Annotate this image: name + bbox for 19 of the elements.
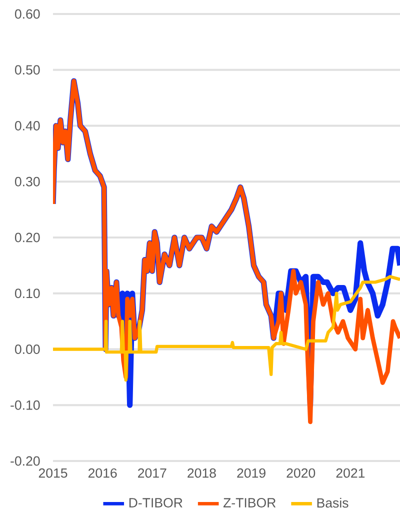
x-tick-label: 2017 bbox=[138, 468, 166, 478]
y-tick-label: 0.60 bbox=[14, 9, 40, 19]
legend-label: Z-TIBOR bbox=[223, 498, 276, 508]
y-tick-label: -0.20 bbox=[10, 456, 40, 466]
y-tick-label: 0.50 bbox=[14, 65, 40, 75]
y-tick-label: 0.40 bbox=[14, 121, 40, 130]
x-tick-label: 2019 bbox=[237, 468, 266, 478]
x-tick-label: 2016 bbox=[88, 468, 117, 478]
y-tick-label: 0.20 bbox=[14, 232, 40, 242]
y-tick-label: 0.30 bbox=[14, 176, 40, 186]
x-tick-label: 2015 bbox=[38, 468, 68, 478]
y-tick-label: 0.00 bbox=[14, 344, 40, 354]
y-tick-label: -0.10 bbox=[10, 400, 40, 410]
x-tick-label: 2020 bbox=[286, 468, 316, 478]
legend-label: Basis bbox=[317, 498, 348, 508]
x-tick-label: 2021 bbox=[336, 468, 365, 478]
x-tick-label: 2018 bbox=[188, 468, 216, 478]
legend-label: D-TIBOR bbox=[129, 498, 182, 508]
y-tick-label: 0.10 bbox=[14, 288, 40, 298]
